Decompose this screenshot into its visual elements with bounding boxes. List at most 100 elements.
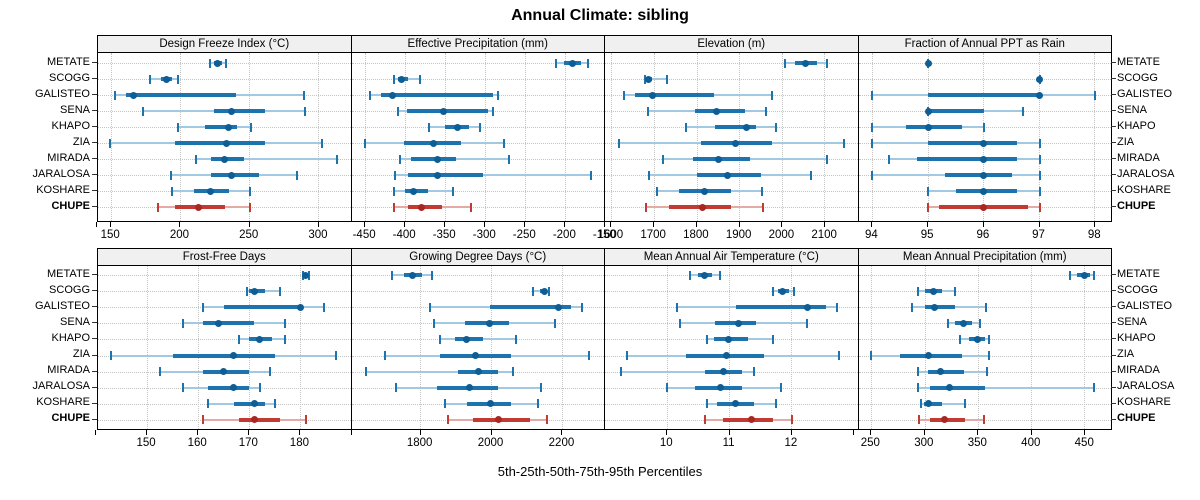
whisker-cap xyxy=(295,170,298,180)
median-dot xyxy=(230,384,238,392)
whisker-cap xyxy=(580,302,583,312)
median-dot xyxy=(924,400,932,408)
x-tick-label: 250 xyxy=(860,437,880,449)
x-tick xyxy=(871,222,873,227)
x-tick-label: 170 xyxy=(238,437,258,449)
panel-title: Mean Annual Air Temperature (°C) xyxy=(643,251,819,263)
site-label-left: JARALOSA xyxy=(32,380,90,393)
whisker-cap xyxy=(765,106,768,116)
whisker-cap xyxy=(176,74,179,84)
whisker-cap xyxy=(643,74,646,84)
panel-strip: Design Freeze Index (°C) xyxy=(97,35,352,53)
median-dot xyxy=(220,368,228,376)
site-label-right: ZIA xyxy=(1117,135,1135,148)
row-tick-right xyxy=(1111,78,1116,79)
median-dot xyxy=(924,352,932,359)
range-5-95-line xyxy=(195,158,337,160)
x-tick-label: 150 xyxy=(136,437,156,449)
x-tick xyxy=(490,430,492,435)
gridline-vertical xyxy=(983,53,985,221)
whisker-cap xyxy=(953,286,956,296)
range-25-75-bar xyxy=(928,369,965,374)
whisker-cap xyxy=(208,58,211,68)
median-dot xyxy=(973,335,981,343)
whisker-cap xyxy=(142,106,145,116)
whisker-cap xyxy=(625,351,628,360)
median-dot xyxy=(980,187,988,195)
median-dot xyxy=(645,75,653,83)
gridline-vertical xyxy=(1038,53,1040,221)
row-tick-left xyxy=(92,402,97,404)
row-tick-left xyxy=(92,94,97,95)
whisker-cap xyxy=(762,202,765,212)
range-25-75-bar xyxy=(928,109,984,113)
gridline-horizontal xyxy=(858,323,1111,325)
whisker-cap xyxy=(202,302,205,312)
whisker-cap xyxy=(384,351,387,360)
whisker-cap xyxy=(927,186,930,196)
gridline-horizontal xyxy=(98,79,351,80)
site-label-right: GALISTEO xyxy=(1117,299,1173,312)
whisker-cap xyxy=(1094,90,1097,100)
whisker-cap xyxy=(706,399,709,409)
panel-strip: Effective Precipitation (mm) xyxy=(350,35,605,53)
gridline-horizontal xyxy=(858,419,1111,421)
site-label-left: ZIA xyxy=(72,135,90,148)
whisker-cap xyxy=(918,415,921,425)
median-dot xyxy=(747,416,755,424)
x-tick xyxy=(790,430,792,435)
site-label-left: CHUPE xyxy=(51,199,90,212)
row-tick-left xyxy=(92,110,97,111)
whisker-cap xyxy=(1021,106,1024,116)
median-dot xyxy=(214,59,222,67)
gridline-vertical xyxy=(729,266,731,429)
whisker-cap xyxy=(394,383,397,393)
whisker-cap xyxy=(157,202,160,212)
row-tick-left xyxy=(92,338,97,340)
gridline-horizontal xyxy=(351,79,604,80)
x-tick xyxy=(404,222,406,227)
site-label-right: KHAPO xyxy=(1117,119,1156,132)
x-tick-label: 1800 xyxy=(683,229,709,241)
x-tick xyxy=(923,430,925,435)
gridline-horizontal xyxy=(98,291,351,293)
range-25-75-bar xyxy=(208,385,250,390)
whisker-cap xyxy=(826,154,829,164)
x-tick-label: -150 xyxy=(592,229,616,241)
x-tick xyxy=(695,222,697,227)
whisker-cap xyxy=(439,334,442,344)
median-dot xyxy=(409,187,417,195)
panel-strip: Mean Annual Air Temperature (°C) xyxy=(604,248,859,266)
whisker-cap xyxy=(176,122,179,132)
whisker-cap xyxy=(268,367,271,377)
row-tick-right xyxy=(1111,290,1116,292)
row-tick-right xyxy=(1111,274,1116,275)
whisker-cap xyxy=(703,415,706,425)
gridline-horizontal xyxy=(605,291,858,293)
whisker-cap xyxy=(202,415,205,425)
gridline-vertical xyxy=(490,266,492,429)
whisker-cap xyxy=(248,202,251,212)
row-tick-left xyxy=(92,386,97,388)
panel-strip: Mean Annual Precipitation (mm) xyxy=(857,248,1112,266)
whisker-cap xyxy=(947,318,950,328)
row-tick-left xyxy=(92,354,97,356)
whisker-cap xyxy=(181,318,184,328)
row-tick-right xyxy=(1111,402,1116,404)
whisker-cap xyxy=(685,122,688,132)
x-tick xyxy=(824,222,826,227)
median-dot xyxy=(924,107,932,115)
range-5-95-line xyxy=(920,402,966,405)
whisker-cap xyxy=(910,302,913,312)
site-label-right: CHUPE xyxy=(1117,412,1156,425)
site-label-right: CHUPE xyxy=(1117,199,1156,212)
whisker-cap xyxy=(753,367,756,377)
whisker-cap xyxy=(433,318,436,328)
gridline-horizontal xyxy=(858,291,1111,293)
site-label-left: METATE xyxy=(47,55,90,68)
whisker-cap xyxy=(919,399,922,409)
whisker-cap xyxy=(335,154,338,164)
gridline-vertical xyxy=(444,53,446,221)
gridline-vertical xyxy=(420,266,422,429)
x-tick xyxy=(927,222,929,227)
